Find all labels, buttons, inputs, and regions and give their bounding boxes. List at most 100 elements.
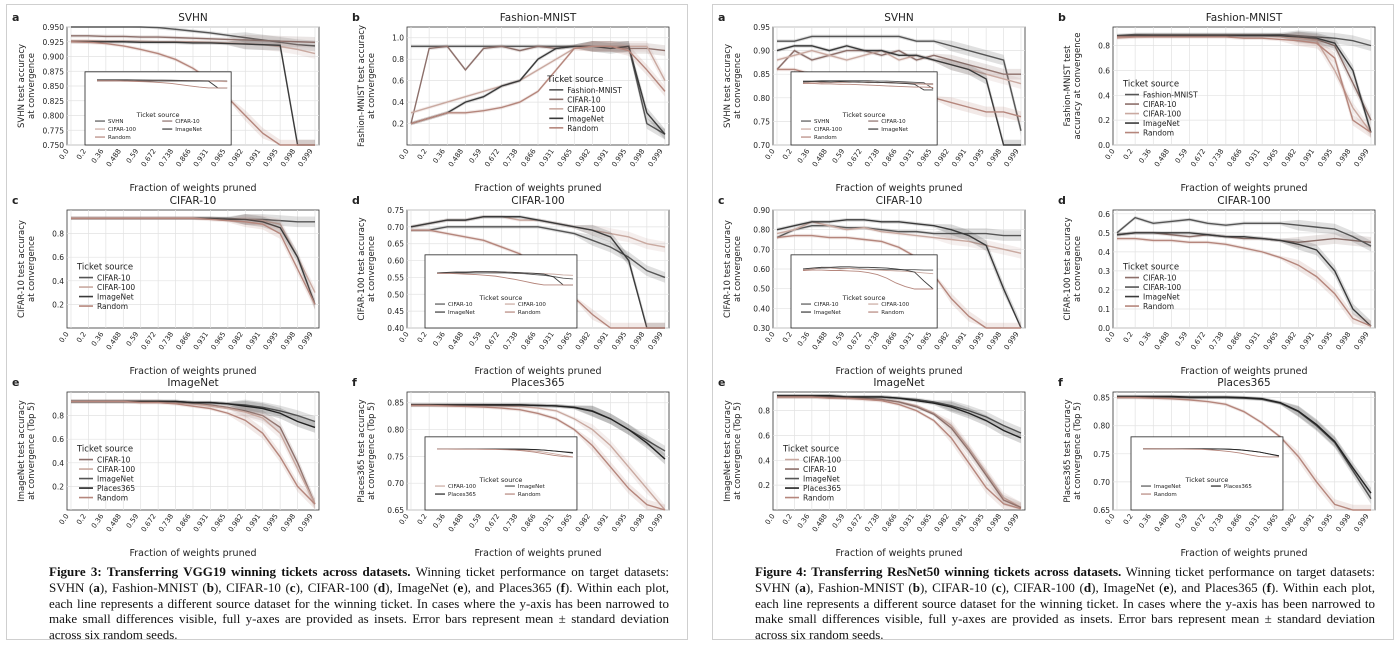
legend-entry: CIFAR-10: [97, 274, 131, 283]
legend-entry: ImageNet: [97, 475, 134, 484]
x-tick-label: 0.982: [1280, 513, 1298, 534]
error-band: [1117, 236, 1371, 328]
y-tick-label: 0.4: [392, 98, 404, 107]
legend-entry: Random: [518, 310, 541, 316]
y-axis-label: CIFAR-10 test accuracyat convergence: [17, 220, 37, 318]
x-tick-label: 0.999: [1003, 148, 1021, 169]
chart-title: ImageNet: [873, 377, 924, 389]
x-tick-label: 0.995: [262, 513, 280, 534]
x-tick-label: 0.995: [262, 148, 280, 169]
legend-entry: Random: [108, 135, 131, 141]
error-band: [777, 44, 1021, 145]
legend: Ticket sourceCIFAR-10CIFAR-100ImageNetRa…: [76, 263, 135, 312]
series-line-places365: [777, 395, 1022, 439]
x-tick-label: 0.991: [592, 513, 610, 534]
y-tick-label: 0.4: [758, 456, 770, 465]
legend-entry: CIFAR-100: [881, 302, 909, 308]
inset-frame: [790, 254, 938, 329]
x-tick-label: 0.999: [1003, 513, 1021, 534]
legend-entry: CIFAR-10: [803, 465, 837, 474]
y-tick-label: 0.60: [387, 257, 404, 266]
legend-entry: CIFAR-10: [567, 95, 601, 104]
x-tick-label: 0.982: [227, 148, 245, 169]
x-tick-label: 0.488: [811, 331, 829, 352]
x-tick-label: 0.982: [1280, 148, 1298, 169]
legend-entry: Places365: [1224, 484, 1252, 490]
chart-title: ImageNet: [167, 377, 218, 389]
y-tick-label: 0.75: [387, 452, 404, 461]
y-axis-label: ImageNet test accuracyat convergence (To…: [17, 400, 37, 502]
legend-title: Ticket source: [76, 445, 133, 455]
legend-entry: ImageNet: [175, 127, 203, 133]
y-tick-label: 0.75: [753, 117, 770, 126]
figure-3: a SVHN 0.0 0.2 0.36 0.488 0.59 0.672 0.738 0.866 0…: [6, 4, 688, 642]
legend-entry: ImageNet: [1143, 119, 1180, 128]
y-axis-label-line: CIFAR-100 test accuracy: [357, 217, 367, 320]
y-axis-label-line: CIFAR-10 test accuracy: [17, 220, 27, 318]
x-tick-label: 0.59: [125, 331, 140, 348]
y-axis-label: Fashion-MNIST test accuracyat convergenc…: [357, 25, 377, 147]
x-tick-label: 0.965: [915, 148, 933, 169]
x-axis-label: Fraction of weights pruned: [130, 183, 257, 194]
legend-entry: CIFAR-100: [814, 127, 842, 133]
legend-entry: CIFAR-100: [97, 283, 135, 292]
legend-entry: Random: [814, 135, 837, 141]
error-band: [777, 393, 1021, 444]
legend-entry: ImageNet: [567, 114, 604, 123]
x-tick-label: 0.965: [1262, 331, 1280, 352]
y-tick-label: 0.65: [387, 240, 404, 249]
legend-title: Ticket source: [1122, 263, 1179, 273]
x-tick-label: 0.991: [950, 331, 968, 352]
y-tick-label: 0.40: [753, 304, 770, 313]
panel-letter: d: [1058, 194, 1066, 207]
x-tick-label: 0.488: [1153, 513, 1171, 534]
legend-entry: CIFAR-10: [1143, 100, 1177, 109]
y-axis-label: CIFAR-100 test accuracyat convergence: [357, 217, 377, 320]
x-tick-label: 0.995: [1316, 331, 1334, 352]
legend-title: Ticket source: [546, 75, 603, 85]
y-axis-label-line: at convergence: [27, 53, 37, 119]
x-tick-label: 0.995: [262, 331, 280, 352]
legend: Ticket sourceCIFAR-10CIFAR-100ImageNetPl…: [76, 445, 135, 503]
chart-panel-c: c CIFAR-100.0 0.2 0.36 0.488 0.59 0.672 0.738 0.…: [718, 194, 1026, 377]
x-tick-label: 0.991: [244, 331, 262, 352]
x-tick-label: 0.59: [468, 331, 483, 348]
x-tick-label: 0.965: [209, 148, 227, 169]
y-tick-label: 0.60: [753, 265, 770, 274]
x-tick-label: 0.999: [1353, 513, 1371, 534]
y-tick-label: 0.70: [1093, 478, 1110, 487]
legend-title: Ticket source: [136, 111, 180, 119]
x-tick-label: 0.995: [968, 331, 986, 352]
y-axis-label-line: ImageNet test accuracy: [17, 400, 27, 502]
x-tick-label: 0.2: [1122, 331, 1135, 345]
x-tick-label: 0.991: [244, 148, 262, 169]
x-tick-label: 0.59: [831, 331, 846, 348]
x-axis-label: Fraction of weights pruned: [130, 366, 257, 377]
y-tick-label: 0.70: [753, 245, 770, 254]
panel-letter: f: [1058, 376, 1063, 389]
x-tick-label: 0.965: [209, 513, 227, 534]
x-tick-label: 0.998: [1334, 331, 1352, 352]
y-tick-label: 0.825: [43, 97, 65, 106]
x-tick-label: 0.488: [1153, 148, 1171, 169]
legend-entry: CIFAR-10: [97, 456, 131, 465]
x-tick-label: 0.59: [125, 148, 140, 165]
x-axis-label: Fraction of weights pruned: [836, 366, 963, 377]
x-tick-label: 0.36: [90, 512, 106, 530]
x-tick-label: 0.965: [556, 331, 574, 352]
x-tick-label: 0.931: [1244, 513, 1262, 534]
legend-entry: CIFAR-10: [1143, 274, 1177, 283]
x-tick-label: 0.488: [1153, 331, 1171, 352]
y-tick-label: 0.2: [52, 482, 64, 491]
x-tick-label: 0.488: [105, 513, 123, 534]
legend-entry: ImageNet: [1154, 484, 1182, 490]
x-tick-label: 0.965: [915, 331, 933, 352]
x-tick-label: 0.866: [1226, 330, 1244, 351]
error-band: [1117, 394, 1371, 499]
y-tick-label: 0.6: [52, 253, 64, 262]
x-tick-label: 0.36: [1137, 512, 1153, 530]
series-line-imagenet: [776, 45, 1021, 146]
y-tick-label: 0.85: [753, 70, 770, 79]
y-tick-label: 0.4: [52, 277, 64, 286]
